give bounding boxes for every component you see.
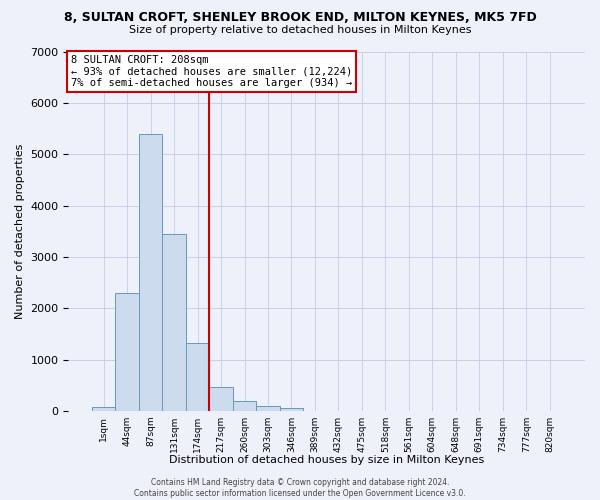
Bar: [186, 343, 209, 411]
Text: 8, SULTAN CROFT, SHENLEY BROOK END, MILTON KEYNES, MK5 7FD: 8, SULTAN CROFT, SHENLEY BROOK END, MILT…: [64, 11, 536, 24]
Bar: [209, 388, 233, 411]
Text: Size of property relative to detached houses in Milton Keynes: Size of property relative to detached ho…: [129, 25, 471, 35]
Bar: [115, 293, 139, 411]
Bar: [139, 134, 163, 411]
Text: 8 SULTAN CROFT: 208sqm
← 93% of detached houses are smaller (12,224)
7% of semi-: 8 SULTAN CROFT: 208sqm ← 93% of detached…: [71, 55, 352, 88]
Bar: [256, 406, 280, 411]
Bar: [92, 407, 115, 411]
Bar: [163, 234, 186, 411]
Y-axis label: Number of detached properties: Number of detached properties: [15, 144, 25, 319]
X-axis label: Distribution of detached houses by size in Milton Keynes: Distribution of detached houses by size …: [169, 455, 484, 465]
Text: Contains HM Land Registry data © Crown copyright and database right 2024.
Contai: Contains HM Land Registry data © Crown c…: [134, 478, 466, 498]
Bar: [280, 408, 303, 411]
Bar: [233, 400, 256, 411]
